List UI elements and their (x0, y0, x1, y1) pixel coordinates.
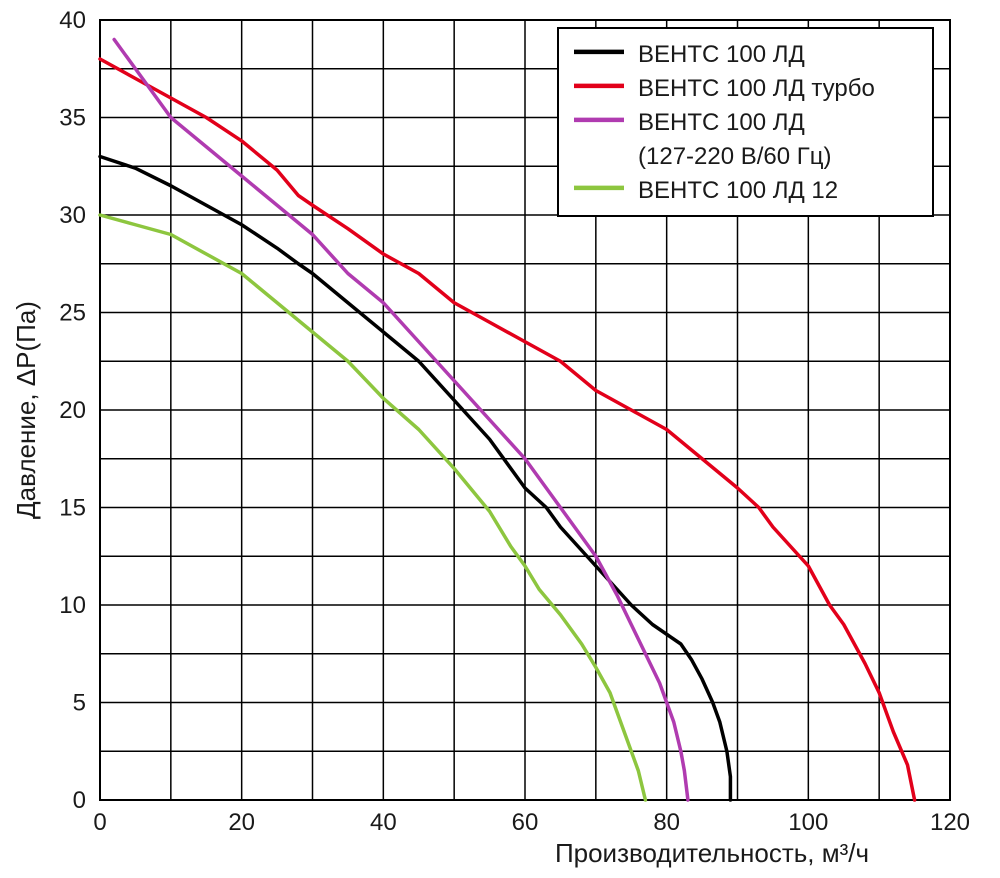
y-tick-label: 40 (59, 7, 86, 34)
x-tick-label: 100 (788, 809, 828, 836)
x-tick-label: 0 (93, 809, 106, 836)
legend-label-2: ВЕНТС 100 ЛД (638, 109, 805, 136)
x-tick-label: 20 (228, 809, 255, 836)
y-tick-label: 10 (59, 592, 86, 619)
y-tick-label: 20 (59, 397, 86, 424)
x-axis-label: Производительность, м³/ч (555, 838, 869, 868)
legend-label-1: ВЕНТС 100 ЛД турбо (638, 75, 875, 102)
legend-label-2-line1: (127-220 В/60 Гц) (638, 143, 832, 170)
legend-label-0: ВЕНТС 100 ЛД (638, 41, 805, 68)
y-axis-label: Давление, ΔP(Па) (11, 301, 41, 519)
y-tick-label: 5 (73, 690, 86, 717)
x-tick-label: 80 (653, 809, 680, 836)
x-tick-label: 120 (930, 809, 970, 836)
legend-label-3: ВЕНТС 100 ЛД 12 (638, 177, 838, 204)
x-tick-label: 60 (512, 809, 539, 836)
fan-performance-chart: 0 20 40 60 80 100 120 0 5 10 15 20 25 30 35 40 Давление,… (0, 0, 1000, 878)
x-tick-label: 40 (370, 809, 397, 836)
y-tick-label: 25 (59, 300, 86, 327)
y-tick-label: 35 (59, 105, 86, 132)
y-tick-label: 15 (59, 495, 86, 522)
y-tick-label: 0 (73, 787, 86, 814)
y-tick-label: 30 (59, 202, 86, 229)
